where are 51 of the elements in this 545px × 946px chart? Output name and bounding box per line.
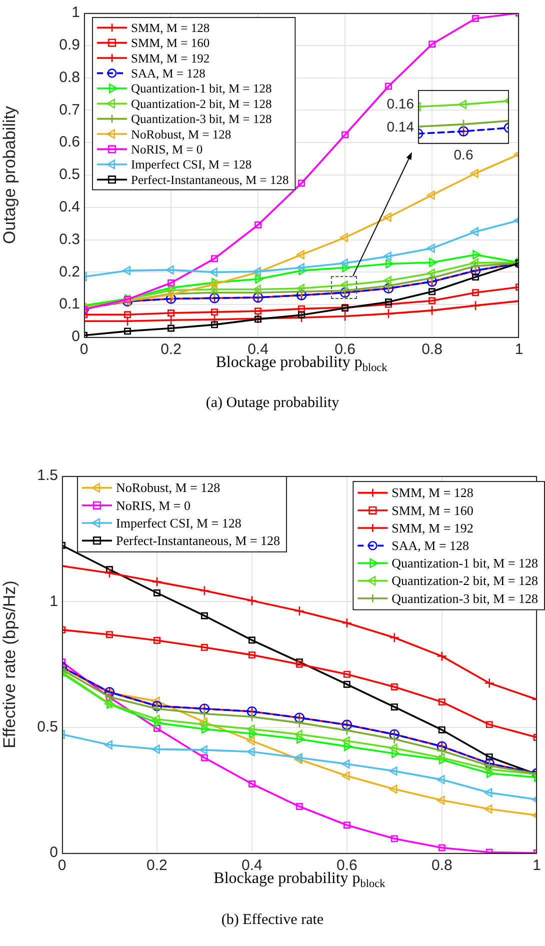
y-tick-label: 0.8 (59, 68, 80, 86)
x-tick-label: 1 (514, 341, 524, 358)
y-tick-label: 1 (50, 592, 58, 610)
legend-label: Imperfect CSI, M = 128 (116, 515, 242, 530)
y-axis-title: Outage probability (0, 106, 19, 244)
legend-label: Quantization-3 bit, M = 128 (131, 112, 272, 126)
x-tick-label: 1 (532, 857, 541, 874)
legend-label: Quantization-3 bit, M = 128 (392, 590, 538, 606)
y-tick-label: 0.16 (386, 95, 414, 112)
legend-label: Quantization-2 bit, M = 128 (392, 573, 538, 588)
legend-label: SMM, M = 160 (131, 36, 210, 50)
x-tick-label: 0.6 (336, 857, 358, 874)
legend-label: Perfect-Instantaneous, M = 128 (131, 172, 289, 187)
legend-label: SMM, M = 192 (392, 520, 474, 536)
y-tick-label: 0.7 (59, 101, 80, 118)
y-tick-label: 1 (72, 4, 80, 22)
legend-label: SMM, M = 128 (131, 20, 210, 35)
y-tick-label: 0.6 (59, 134, 80, 151)
legend-label: NoRobust, M = 128 (131, 127, 232, 142)
x-tick-label: 0.8 (422, 341, 442, 358)
legend-label: NoRobust, M = 128 (116, 480, 220, 496)
text: (a) Outage probability (204, 395, 340, 412)
legend-label: SAA, M = 128 (131, 66, 206, 80)
legend-label: Quantization-2 bit, M = 128 (131, 96, 272, 111)
y-tick-label: 0 (72, 328, 80, 346)
legend-label: NoRIS, M = 0 (116, 498, 191, 513)
x-tick-label: 0.8 (431, 857, 452, 874)
y-tick-label: 0.5 (37, 718, 58, 736)
x-tick-label: 0.2 (160, 341, 182, 358)
legend-label: NoRIS, M = 0 (131, 142, 203, 156)
legend-label: Quantization-1 bit, M = 128 (131, 82, 272, 96)
y-tick-label: 0.2 (59, 263, 80, 280)
y-tick-label: 0.1 (59, 296, 80, 313)
x-tick-label: 0.4 (248, 341, 268, 358)
y-tick-label: 1.5 (37, 467, 58, 484)
legend-label: SMM, M = 128 (392, 485, 474, 500)
legend-label: SAA, M = 128 (392, 538, 470, 554)
legend-label: Perfect-Instantaneous, M = 128 (116, 533, 280, 548)
legend-label: Imperfect CSI, M = 128 (131, 158, 252, 172)
x-tick-label: 0.2 (146, 857, 168, 874)
y-tick-label: 0.9 (59, 36, 80, 54)
y-tick-label: 0.5 (59, 166, 80, 184)
y-tick-label: 0 (50, 844, 58, 862)
legend-label: Quantization-1 bit, M = 128 (392, 556, 538, 571)
legend-label: SMM, M = 192 (131, 51, 210, 66)
y-axis-title: Effective rate (bps/Hz) (0, 580, 19, 748)
y-tick-label: 0.4 (59, 198, 80, 216)
y-tick-label: 0.14 (386, 118, 414, 135)
y-tick-label: 0.3 (59, 230, 80, 248)
legend-label: SMM, M = 160 (392, 502, 474, 518)
text: (b) Effective rate (220, 912, 325, 929)
